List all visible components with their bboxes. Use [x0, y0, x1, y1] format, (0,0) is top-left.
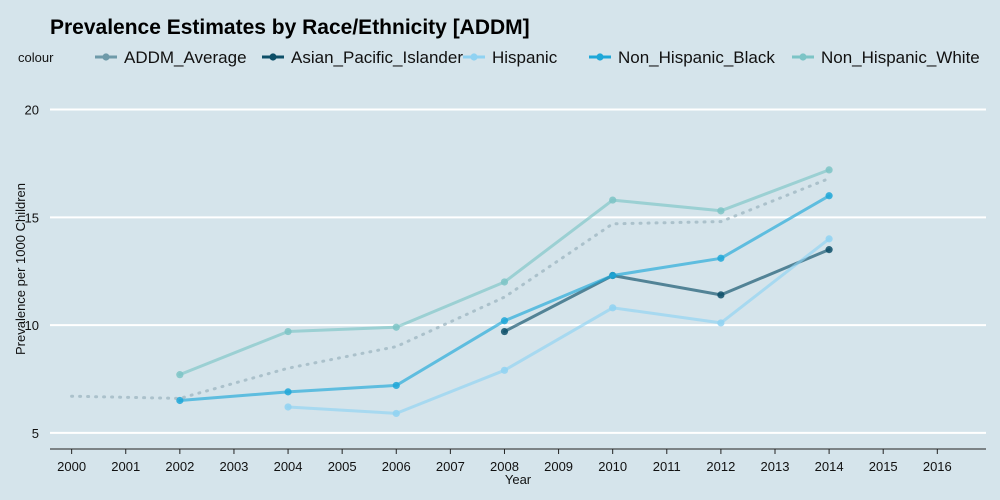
legend-label: Non_Hispanic_White	[821, 48, 980, 67]
data-point	[500, 278, 509, 286]
series-ADDM_Average	[70, 177, 831, 400]
legend-item-Asian_Pacific_Islander: Asian_Pacific_Islander	[262, 48, 463, 67]
x-tick-label: 2013	[761, 459, 790, 474]
x-tick-label: 2010	[598, 459, 627, 474]
series-Asian_Pacific_Islander	[500, 246, 833, 336]
data-point	[500, 327, 509, 336]
data-point	[392, 323, 400, 331]
series-line	[178, 168, 831, 377]
y-axis-title: Prevalence per 1000 Children	[13, 183, 28, 355]
data-point	[284, 403, 292, 411]
legend-item-ADDM_Average: ADDM_Average	[95, 48, 247, 67]
data-point	[609, 271, 617, 280]
data-point	[609, 196, 617, 204]
x-tick-label: 2006	[382, 459, 411, 474]
data-point	[176, 396, 184, 405]
legend-key-dot	[269, 53, 277, 61]
data-point	[825, 166, 833, 174]
x-tick-label: 2014	[815, 459, 844, 474]
data-point	[717, 319, 725, 327]
x-tick-label: 2005	[328, 459, 357, 474]
plot-area	[70, 166, 833, 418]
legend-label: Hispanic	[492, 48, 558, 67]
data-point	[392, 381, 400, 390]
data-point	[284, 388, 292, 396]
data-point	[500, 317, 509, 325]
y-tick-label: 15	[25, 210, 39, 225]
legend-item-Non_Hispanic_White: Non_Hispanic_White	[792, 48, 980, 67]
x-tick-label: 2004	[274, 459, 303, 474]
series-Non_Hispanic_White	[176, 166, 833, 379]
x-tick-label: 2008	[490, 459, 519, 474]
legend-label: Non_Hispanic_Black	[618, 48, 775, 67]
legend-key-dot	[596, 53, 604, 61]
x-tick-label: 2007	[436, 459, 465, 474]
y-tick-label: 10	[25, 318, 39, 333]
x-tick-label: 2003	[219, 459, 248, 474]
series-line	[503, 248, 831, 333]
legend-key-dot	[470, 53, 478, 61]
data-point	[825, 235, 833, 243]
legend-label: Asian_Pacific_Islander	[291, 48, 463, 67]
legend: colour ADDM_Average Asian_Pacific_Islande…	[18, 48, 980, 67]
legend-title: colour	[18, 50, 54, 65]
x-tick-label: 2015	[869, 459, 898, 474]
series-Hispanic	[284, 235, 833, 418]
axes: 5 10 15 20 2000 2001 2002 2003 2004 2005 2006 2007 2…	[25, 103, 986, 474]
data-point	[284, 327, 292, 336]
data-point	[717, 254, 725, 262]
data-point	[825, 246, 833, 254]
x-tick-label: 2012	[706, 459, 735, 474]
legend-item-Non_Hispanic_Black: Non_Hispanic_Black	[589, 48, 775, 67]
series-line	[70, 177, 831, 400]
series-line	[286, 237, 831, 415]
x-tick-label: 2000	[57, 459, 86, 474]
x-tick-label: 2009	[544, 459, 573, 474]
data-point	[825, 192, 833, 200]
x-tick-label: 2016	[923, 459, 952, 474]
y-tick-label: 20	[25, 103, 39, 118]
data-point	[717, 291, 725, 299]
legend-label: ADDM_Average	[124, 48, 247, 67]
y-tick-label: 5	[32, 426, 39, 441]
legend-item-Hispanic: Hispanic	[463, 48, 558, 67]
data-point	[609, 304, 617, 312]
x-tick-label: 2002	[165, 459, 194, 474]
chart-title: Prevalence Estimates by Race/Ethnicity […	[50, 16, 530, 39]
x-tick-label: 2001	[111, 459, 140, 474]
x-tick-label: 2011	[653, 459, 681, 474]
data-point	[176, 371, 184, 379]
legend-key-dot	[799, 53, 807, 61]
series-Non_Hispanic_Black	[176, 192, 833, 405]
legend-key-dot	[102, 53, 110, 61]
data-point	[392, 409, 400, 418]
x-axis-title: Year	[505, 472, 532, 487]
data-point	[500, 366, 509, 374]
data-point	[717, 207, 725, 215]
